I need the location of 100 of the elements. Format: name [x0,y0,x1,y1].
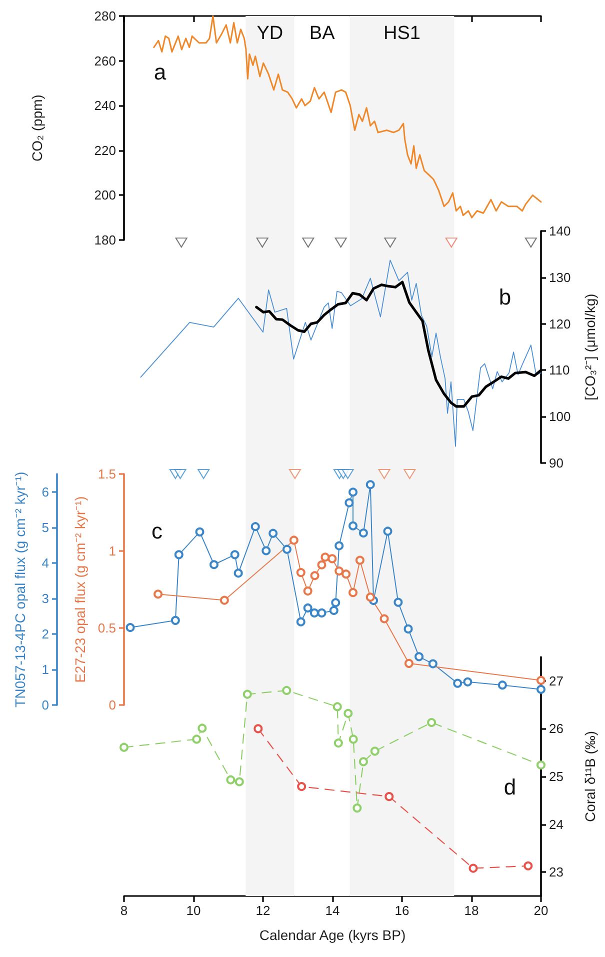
annotation: c [152,518,162,544]
x-tick-label: 14 [325,903,340,918]
point [317,608,326,618]
point [342,570,351,579]
point [468,864,478,873]
point [262,546,271,556]
point [348,488,358,497]
point [195,527,204,536]
point [230,550,240,560]
point [297,782,306,792]
y-tick-label: 90 [549,456,564,470]
x-tick-label: 10 [186,903,201,918]
y-tick-label: 240 [94,98,116,114]
y-tick-label: 280 [94,8,116,24]
point [242,690,252,699]
point [404,658,414,668]
point [427,718,436,727]
point [404,469,416,479]
point [250,522,260,532]
line-series [153,15,542,218]
point [536,760,546,770]
x-axis-title: Calendar Age (kyrs BP) [259,927,406,943]
y-tick-label: 24 [549,816,564,832]
point [370,746,380,756]
point [268,528,278,538]
y-tick-label: 200 [94,188,116,203]
point [498,680,507,690]
y-tick-label: 0.5 [98,620,116,636]
y2-tick-label: 1 [42,662,49,677]
point [192,734,202,744]
point [334,566,344,576]
y2-tick-label: 0 [42,698,49,712]
point [366,480,375,490]
x-tick-label: 12 [256,903,270,918]
point [414,652,424,662]
annotation: b [498,284,512,310]
point [329,606,338,615]
point [453,678,462,688]
annotation: a [154,60,167,84]
point [348,588,358,598]
point [198,724,207,733]
x-tick-label: 18 [464,903,479,918]
y2-axis-title: TN057-13-4PC opal flux (g cm⁻² kyr⁻¹) [12,472,28,708]
band-label: YD [256,23,284,44]
point [220,596,229,605]
y-tick-label: 100 [549,409,571,424]
y-axis-title: CO₂ (ppm) [29,94,45,162]
y2-tick-label: 2 [42,626,49,642]
y-tick-label: 25 [549,769,564,784]
point [463,677,472,686]
point [170,616,180,625]
x-tick-label: 8 [120,903,128,918]
point [174,550,184,560]
band-label: HS1 [384,23,420,44]
point [320,552,330,562]
y-tick-label: 0 [108,698,116,712]
point [126,623,135,632]
point [303,603,312,612]
point [344,708,353,718]
point [234,568,243,578]
point [342,469,354,479]
point [348,734,358,744]
point [358,528,368,538]
point [289,536,298,545]
point [332,702,342,712]
point [352,804,362,813]
point [394,598,403,607]
point [331,598,340,608]
point [226,775,236,784]
y2-tick-label: 6 [42,484,49,500]
y-tick-label: 110 [549,362,570,378]
annotation: d [504,774,516,800]
y-tick-label: 130 [549,270,571,285]
point [282,686,292,695]
y-axis-title: Coral δ¹¹B (‰) [582,730,598,822]
point [210,560,219,570]
point [334,738,343,748]
y-tick-label: 120 [549,316,571,332]
x-tick-label: 16 [394,903,410,918]
y2-tick-label: 3 [42,590,49,606]
y-tick-label: 220 [94,142,116,158]
y-tick-label: 1 [108,544,116,558]
y-tick-label: 180 [94,232,116,248]
point [154,590,163,599]
point [355,556,364,565]
y-tick-label: 27 [549,673,564,688]
point [296,617,306,626]
x-tick-label: 20 [534,903,548,918]
y-tick-label: 23 [549,864,564,880]
point [254,724,263,734]
point [524,861,533,870]
point [120,742,128,752]
point [536,676,546,685]
point [358,757,368,766]
y2-tick-label: 5 [42,520,49,535]
y-tick-label: 1.5 [98,466,116,482]
point [317,560,326,570]
y-axis-title: [CO₃²⁻] (μmol/kg) [582,294,598,400]
point [428,659,438,668]
point [303,586,312,596]
